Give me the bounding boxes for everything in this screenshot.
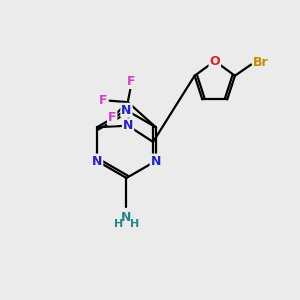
Text: H: H [114,219,123,229]
Text: N: N [151,154,161,167]
Text: F: F [99,94,107,107]
Text: H: H [130,219,139,229]
Text: N: N [121,211,132,224]
Text: N: N [92,154,102,167]
Text: F: F [108,111,116,124]
Text: N: N [121,104,132,117]
Text: F: F [127,75,136,88]
Text: N: N [123,119,133,132]
Text: Br: Br [253,56,268,69]
Text: O: O [209,55,220,68]
